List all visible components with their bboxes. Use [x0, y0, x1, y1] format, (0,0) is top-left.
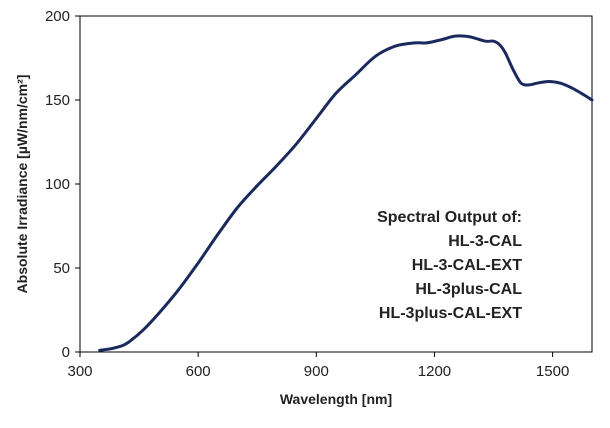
x-tick-label: 1500	[536, 363, 569, 380]
x-tick-label: 900	[304, 363, 329, 380]
annotation-line: HL-3-CAL-EXT	[412, 257, 522, 274]
x-axis-title: Wavelength [nm]	[280, 391, 392, 407]
series-line	[98, 34, 594, 352]
y-tick-label: 50	[53, 260, 70, 277]
y-tick-label: 150	[45, 92, 70, 109]
x-tick-label: 1200	[418, 363, 451, 380]
y-axis-ticks: 0 50 100 150 200	[45, 8, 80, 361]
plot-frame	[79, 15, 593, 353]
series-layer	[98, 34, 594, 352]
y-tick-label: 100	[45, 176, 70, 193]
chart-annotation: Spectral Output of: HL-3-CAL HL-3-CAL-EX…	[377, 209, 522, 322]
annotation-line: HL-3plus-CAL	[415, 281, 522, 298]
x-tick-label: 300	[67, 363, 92, 380]
annotation-line: HL-3plus-CAL-EXT	[379, 305, 522, 322]
annotation-line: Spectral Output of:	[377, 209, 522, 226]
annotation-line: HL-3-CAL	[448, 233, 522, 250]
y-tick-label: 200	[45, 8, 70, 25]
y-axis-title: Absolute Irradiance [µW/nm/cm²]	[14, 75, 30, 294]
x-axis-ticks: 300 600 900 1200 1500	[67, 352, 569, 380]
axes	[79, 15, 593, 353]
x-tick-label: 600	[186, 363, 211, 380]
y-tick-label: 0	[62, 344, 70, 361]
